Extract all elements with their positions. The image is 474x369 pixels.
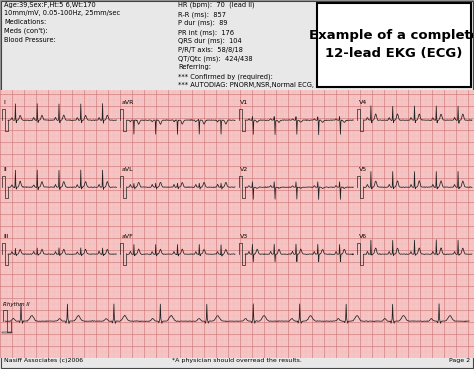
Text: I: I	[3, 100, 5, 105]
Text: V4: V4	[358, 100, 367, 105]
Text: aVL: aVL	[121, 167, 133, 172]
Bar	[2, 332, 12, 333]
Text: V1: V1	[240, 100, 248, 105]
Text: V5: V5	[358, 167, 366, 172]
Text: Page 2: Page 2	[449, 358, 470, 363]
Bar	[0, 0, 474, 90]
Text: V3: V3	[240, 234, 248, 239]
Text: *A physician should overread the results.: *A physician should overread the results…	[172, 358, 302, 363]
Text: aVF: aVF	[121, 234, 133, 239]
Text: II: II	[3, 167, 7, 172]
Text: Example of a complete
12-lead EKG (ECG): Example of a complete 12-lead EKG (ECG)	[309, 30, 474, 61]
Text: Age:39,Sex:F,Ht:5 6,Wt:170
10mm/mV, 0.05-100Hz, 25mm/sec
Medications:
Meds (con': Age:39,Sex:F,Ht:5 6,Wt:170 10mm/mV, 0.05…	[4, 2, 120, 42]
Text: aVR: aVR	[121, 100, 134, 105]
Text: V2: V2	[240, 167, 248, 172]
Text: Nasiff Associates (c)2006: Nasiff Associates (c)2006	[4, 358, 83, 363]
Text: III: III	[3, 234, 9, 239]
FancyBboxPatch shape	[317, 3, 471, 87]
Text: Rhythm II: Rhythm II	[3, 302, 29, 307]
Text: HR (bpm):  70  (lead II)
R-R (ms):  857
P dur (ms):  89
PR int (ms):  176
QRS du: HR (bpm): 70 (lead II) R-R (ms): 857 P d…	[178, 2, 324, 88]
Text: V6: V6	[358, 234, 366, 239]
